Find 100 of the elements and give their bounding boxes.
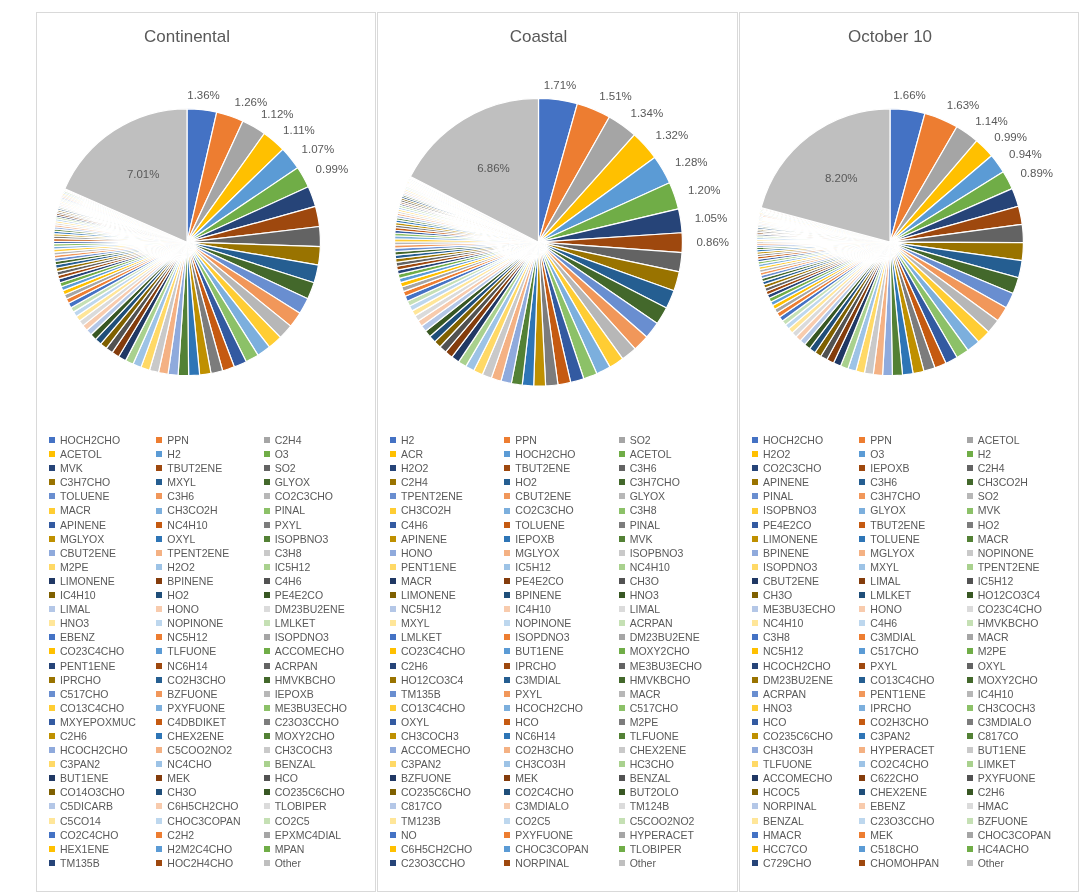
legend-label: TPENT2ENE [167, 545, 230, 560]
legend-label: TLFUONE [763, 757, 813, 772]
text: Continental [143, 26, 231, 46]
legend-label: PPN [167, 433, 189, 448]
legend-label: NOPINONE [167, 616, 224, 631]
legend-label: ISOPBNO3 [274, 531, 329, 546]
legend-label: LIMKET [977, 757, 1016, 772]
legend-label: HNO3 [763, 700, 793, 715]
legend-label: NC4CHO [167, 757, 212, 772]
legend-label: HO2 [977, 517, 1000, 532]
legend-label: HOC2H4CHO [167, 855, 234, 870]
legend-label: MEK [870, 827, 894, 842]
legend-label: PINAL [274, 503, 306, 518]
legend-label: C4H6 [401, 517, 428, 532]
legend-label: C6H5CH2CHO [167, 799, 239, 814]
text: October 10 [847, 26, 933, 46]
legend-label: HMVKBCHO [629, 672, 691, 687]
legend-label: IPRCHO [870, 700, 912, 715]
legend-label: CO2C3CHO [763, 461, 822, 476]
legend-label: O3 [274, 447, 289, 462]
legend-label: BENZAL [763, 813, 804, 828]
legend-label: HCO [763, 714, 787, 729]
legend-label: TBUT2ENE [167, 461, 223, 476]
legend-label: TLOBIPER [274, 799, 327, 814]
legend-label: C3H8 [763, 630, 790, 645]
legend-label: HEX1ENE [60, 841, 110, 856]
legend-label: HONO [870, 602, 902, 617]
legend-label: Other [977, 855, 1004, 870]
data-label: 6.86% [477, 161, 510, 174]
legend-label: C3H7CHO [629, 475, 680, 490]
legend-label: HCO [274, 771, 298, 786]
legend-label: ACCOMECHO [763, 771, 833, 786]
legend-label: MACR [977, 630, 1009, 645]
legend-label: CO2H3CHO [515, 743, 574, 758]
legend-label: PE4E2CO [763, 517, 812, 532]
legend-label: HMACR [763, 827, 802, 842]
legend-label: C3H8 [629, 503, 657, 518]
legend-label: BPINENE [763, 545, 810, 560]
legend-label: CH3CO3H [763, 743, 814, 758]
legend-label: NC4H10 [167, 517, 208, 532]
legend-label: MEK [515, 771, 539, 786]
legend-label: H2 [977, 447, 992, 462]
legend-label: C3H6 [167, 489, 195, 504]
legend-label: IC4H10 [515, 602, 551, 617]
legend-label: CHOC3COPAN [977, 827, 1051, 842]
legend-label: LIMONENE [763, 531, 818, 546]
legend-label: BZFUONE [977, 813, 1028, 828]
legend-label: CO14O3CHO [60, 785, 125, 800]
data-label: 0.99% [994, 131, 1027, 144]
legend-label: MOXY2CHO [274, 728, 335, 744]
legend-label: EBENZ [870, 799, 906, 814]
legend-label: C6H5CH2CHO [401, 841, 473, 856]
legend-label: PXYFUONE [977, 771, 1036, 786]
legend-label: APINENE [763, 475, 810, 490]
legend-label: CO23C4CHO [977, 602, 1042, 617]
legend-label: CO2C4CHO [870, 757, 929, 772]
legend-label: DM23BU2ENE [274, 602, 345, 617]
legend-label: C3H7CHO [870, 489, 921, 504]
legend-label: MOXY2CHO [977, 672, 1038, 687]
legend-label: Other [274, 855, 301, 870]
legend-label: ME3BU3ECHO [629, 658, 703, 673]
legend-label: H2M2C4CHO [167, 841, 233, 856]
data-label: 1.20% [687, 184, 721, 197]
legend-label: C3PAN2 [401, 757, 442, 772]
legend-label: DM23BU2ENE [763, 672, 834, 687]
legend-label: C3H6 [870, 475, 898, 490]
legend-label: TPENT2ENE [977, 559, 1040, 574]
legend-label: APINENE [401, 531, 448, 546]
legend-label: C4H6 [274, 573, 302, 589]
legend-label: TLFUONE [167, 644, 217, 659]
legend-label: CO235C6CHO [274, 785, 345, 800]
legend-label: H2 [401, 433, 415, 448]
legend-label: C3H6 [629, 461, 657, 476]
legend-label: IC4H10 [60, 588, 96, 603]
legend-label: CH3CO2H [167, 503, 218, 518]
legend-label: TOLUENE [515, 517, 565, 532]
data-label: 0.94% [1009, 148, 1042, 161]
legend-label: C2H2 [167, 827, 195, 842]
data-label: 1.51% [599, 89, 632, 102]
legend-label: OXYL [977, 658, 1006, 673]
legend-label: CO23C4CHO [401, 644, 466, 659]
legend-label: CHOC3COPAN [167, 813, 241, 828]
legend-label: CO2C3CHO [274, 489, 334, 504]
legend-label: GLYOX [274, 475, 311, 490]
data-label: 1.34% [630, 107, 664, 120]
legend-label: ACRPAN [629, 616, 673, 631]
legend-label: H2O2 [167, 559, 195, 574]
legend-label: HMAC [977, 799, 1009, 814]
data-label: 0.86% [696, 235, 730, 248]
legend-label: CHOMOHPAN [870, 855, 939, 870]
legend-label: ME3BU3ECHO [274, 700, 348, 715]
legend-label: MXYEPOXMUC [60, 714, 136, 729]
data-label: 7.01% [126, 168, 160, 181]
legend-label: NC4H10 [763, 616, 804, 631]
legend-label: TBUT2ENE [515, 461, 571, 476]
legend-label: APINENE [60, 517, 107, 532]
legend-label: MACR [401, 573, 432, 589]
legend-label: ISOPDNO3 [274, 630, 329, 645]
legend-label: HONO [167, 602, 199, 617]
legend-label: TM123B [401, 813, 441, 828]
